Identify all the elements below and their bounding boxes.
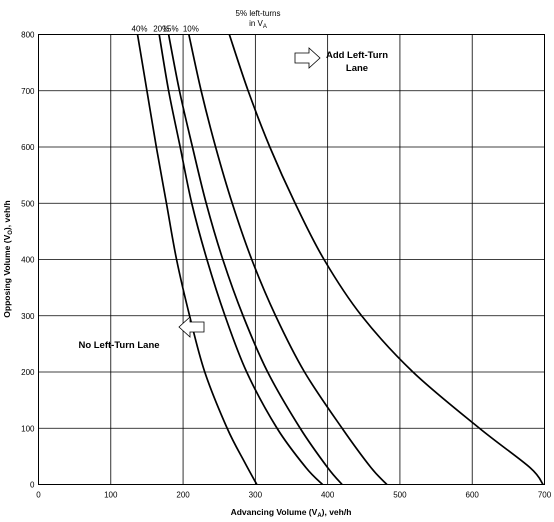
curve-label-heading-line2: in VA bbox=[249, 19, 267, 30]
curve-label-10pct: 10% bbox=[183, 25, 199, 34]
x-axis-title-main: Advancing Volume (V bbox=[231, 507, 318, 517]
curve-20pct bbox=[158, 34, 324, 486]
curve-label-heading-line2-sub: A bbox=[263, 24, 267, 30]
x-axis-title-tail: ), veh/h bbox=[322, 507, 352, 517]
grid bbox=[38, 34, 545, 485]
x-tick-label-0: 0 bbox=[36, 491, 41, 500]
y-axis-title-sub: O bbox=[8, 230, 14, 235]
x-tick-labels: 0 100 200 300 400 500 600 700 bbox=[36, 491, 551, 500]
x-axis-title-sub: A bbox=[317, 513, 322, 519]
curve-10pct bbox=[188, 34, 388, 486]
plot-frame bbox=[38, 34, 545, 485]
curve-label-15pct: 15% bbox=[163, 25, 179, 34]
curves bbox=[136, 34, 544, 486]
x-tick-label-700: 700 bbox=[538, 491, 552, 500]
x-tick-label-200: 200 bbox=[176, 491, 190, 500]
y-tick-label-200: 200 bbox=[21, 368, 35, 377]
x-tick-label-400: 400 bbox=[321, 491, 335, 500]
left-arrow-icon bbox=[178, 316, 205, 338]
x-axis-title: Advancing Volume (VA), veh/h bbox=[231, 507, 352, 519]
annotation-no-left-turn-lane: No Left-Turn Lane bbox=[78, 316, 205, 351]
annotation-add-left-turn-line1: Add Left-Turn bbox=[326, 50, 388, 61]
y-tick-label-0: 0 bbox=[30, 481, 35, 490]
curve-label-heading: 5% left-turns in VA bbox=[236, 9, 281, 30]
y-tick-label-100: 100 bbox=[21, 424, 35, 433]
curve-labels: 40% 20%15% 10% bbox=[132, 25, 199, 34]
x-tick-label-500: 500 bbox=[393, 491, 407, 500]
y-tick-label-800: 800 bbox=[21, 31, 35, 40]
y-axis-title: Opposing Volume (VO), veh/h bbox=[2, 200, 14, 317]
y-tick-label-600: 600 bbox=[21, 143, 35, 152]
curve-5pct bbox=[228, 34, 544, 486]
y-tick-label-500: 500 bbox=[21, 199, 35, 208]
x-tick-label-600: 600 bbox=[466, 491, 480, 500]
annotation-no-left-turn-line1: No Left-Turn Lane bbox=[78, 340, 159, 351]
y-axis-title-main: Opposing Volume (V bbox=[2, 234, 12, 317]
curve-label-20pct: 20% bbox=[153, 25, 169, 34]
y-axis-title-tail: ), veh/h bbox=[2, 200, 12, 230]
y-tick-label-300: 300 bbox=[21, 312, 35, 321]
curve-label-40pct: 40% bbox=[132, 25, 148, 34]
x-tick-label-100: 100 bbox=[104, 491, 118, 500]
y-tick-label-400: 400 bbox=[21, 256, 35, 265]
y-tick-label-700: 700 bbox=[21, 87, 35, 96]
right-arrow-icon bbox=[294, 47, 321, 69]
curve-label-heading-line1: 5% left-turns bbox=[236, 9, 281, 18]
annotation-add-left-turn-line2: Lane bbox=[346, 63, 368, 74]
annotation-add-left-turn-lane: Add Left-Turn Lane bbox=[294, 47, 388, 74]
curve-40pct bbox=[136, 34, 258, 485]
curve-15pct bbox=[167, 34, 343, 486]
x-tick-label-300: 300 bbox=[249, 491, 263, 500]
y-tick-labels: 0 100 200 300 400 500 600 700 800 bbox=[21, 31, 35, 490]
curve-label-heading-line2-main: in V bbox=[249, 19, 263, 28]
